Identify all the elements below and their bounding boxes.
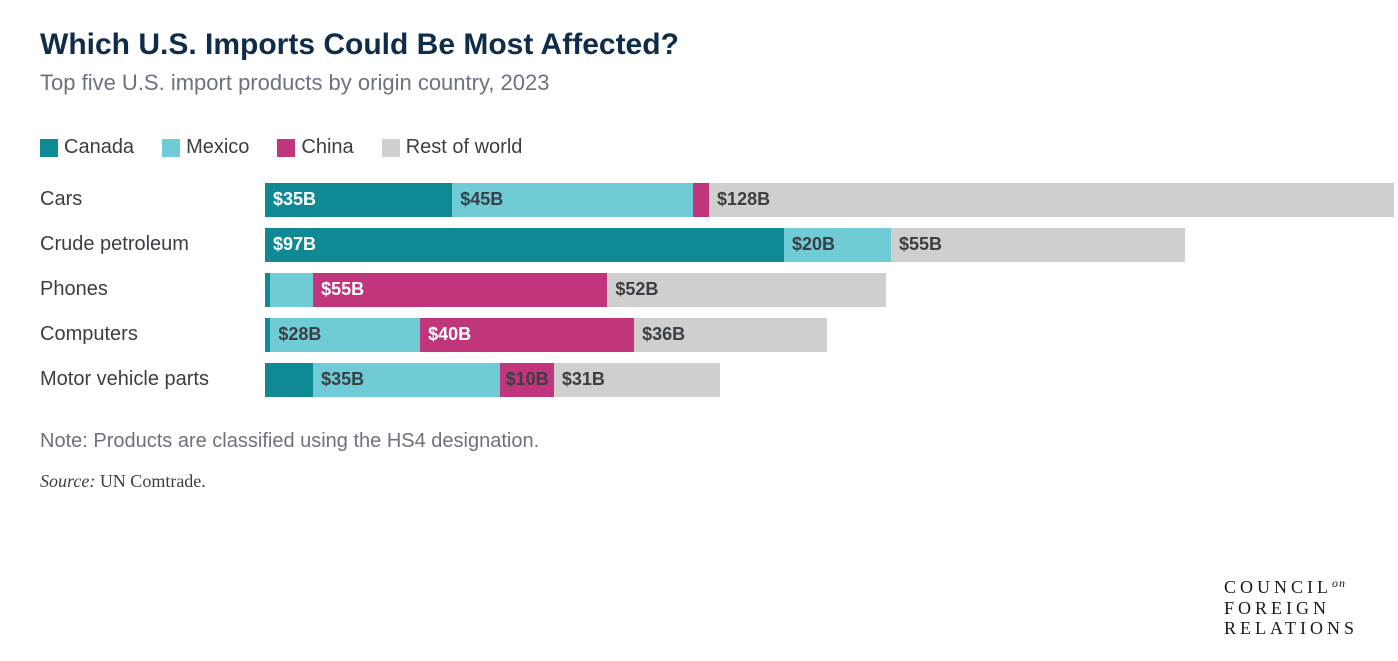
- source-label: Source:: [40, 471, 95, 491]
- bar-segment-rest: $128B: [709, 183, 1394, 217]
- legend-item: Canada: [40, 136, 134, 159]
- bar-segment-rest: $31B: [554, 363, 720, 397]
- bar-segment-mexico: $35B: [313, 363, 500, 397]
- legend-label: Canada: [64, 136, 134, 159]
- segment-value-label: $97B: [265, 234, 316, 255]
- legend-item: Rest of world: [382, 136, 523, 159]
- bar-track: $97B $20B $55B: [265, 228, 1185, 262]
- chart-row: Motor vehicle parts $35B $10B$31B: [40, 357, 1358, 402]
- legend-label: Rest of world: [406, 136, 523, 159]
- logo-line1a: COUNCIL: [1224, 577, 1332, 597]
- segment-value-label: $31B: [554, 369, 605, 390]
- segment-value-label: $52B: [607, 279, 658, 300]
- bar-track: $28B $40B $36B: [265, 318, 827, 352]
- bar-segment-mexico: $45B: [452, 183, 693, 217]
- chart-subtitle: Top five U.S. import products by origin …: [40, 70, 1358, 96]
- segment-value-label: $35B: [265, 189, 316, 210]
- bar-segment-rest: $52B: [607, 273, 885, 307]
- legend-label: Mexico: [186, 136, 249, 159]
- bar-segment-china: $10B: [500, 363, 554, 397]
- row-label: Motor vehicle parts: [40, 368, 265, 391]
- segment-value-label: $20B: [784, 234, 835, 255]
- legend-label: China: [301, 136, 353, 159]
- bar-track: $35B $45B $128B: [265, 183, 1394, 217]
- row-label: Phones: [40, 278, 265, 301]
- logo-line1b: on: [1332, 576, 1346, 590]
- bar-segment-rest: $55B: [891, 228, 1185, 262]
- source-value: UN Comtrade.: [100, 471, 206, 491]
- bar-segment-canada: $35B: [265, 183, 452, 217]
- bar-segment-china: $55B: [313, 273, 607, 307]
- chart-row: Crude petroleum$97B $20B $55B: [40, 222, 1358, 267]
- chart-row: Computers$28B $40B $36B: [40, 312, 1358, 357]
- segment-value-label: $128B: [709, 189, 770, 210]
- row-label: Crude petroleum: [40, 233, 265, 256]
- stacked-bar-chart: Cars$35B$45B$128BCrude petroleum$97B$20B…: [40, 177, 1358, 402]
- bar-segment-canada: [265, 363, 313, 397]
- segment-value-label: $55B: [891, 234, 942, 255]
- legend-swatch: [382, 139, 400, 157]
- chart-title: Which U.S. Imports Could Be Most Affecte…: [40, 28, 1358, 62]
- segment-value-label: $40B: [420, 324, 471, 345]
- chart-source: Source: UN Comtrade.: [40, 471, 1358, 492]
- chart-row: Phones $55B $52B: [40, 267, 1358, 312]
- bar-track: $35B $10B$31B: [265, 363, 720, 397]
- bar-segment-rest: $36B: [634, 318, 827, 352]
- segment-value-label: $28B: [270, 324, 321, 345]
- segment-value-label: $10B: [506, 369, 549, 390]
- legend-item: China: [277, 136, 353, 159]
- bar-segment-mexico: $28B: [270, 318, 420, 352]
- logo-line2: FOREIGN: [1224, 598, 1358, 619]
- row-label: Computers: [40, 323, 265, 346]
- segment-value-label: $45B: [452, 189, 503, 210]
- logo-line3: RELATIONS: [1224, 618, 1358, 639]
- row-label: Cars: [40, 188, 265, 211]
- bar-segment-canada: $97B: [265, 228, 784, 262]
- bar-segment-china: $40B: [420, 318, 634, 352]
- cfr-logo: COUNCILon FOREIGN RELATIONS: [1224, 577, 1358, 639]
- bar-segment-mexico: $20B: [784, 228, 891, 262]
- legend-swatch: [277, 139, 295, 157]
- bar-segment-mexico: [270, 273, 313, 307]
- chart-note: Note: Products are classified using the …: [40, 430, 1358, 453]
- segment-value-label: $55B: [313, 279, 364, 300]
- legend-swatch: [162, 139, 180, 157]
- segment-value-label: $35B: [313, 369, 364, 390]
- legend-item: Mexico: [162, 136, 249, 159]
- legend: Canada Mexico China Rest of world: [40, 136, 1358, 159]
- chart-row: Cars$35B $45B $128B: [40, 177, 1358, 222]
- legend-swatch: [40, 139, 58, 157]
- bar-segment-china: [693, 183, 709, 217]
- bar-track: $55B $52B: [265, 273, 886, 307]
- segment-value-label: $36B: [634, 324, 685, 345]
